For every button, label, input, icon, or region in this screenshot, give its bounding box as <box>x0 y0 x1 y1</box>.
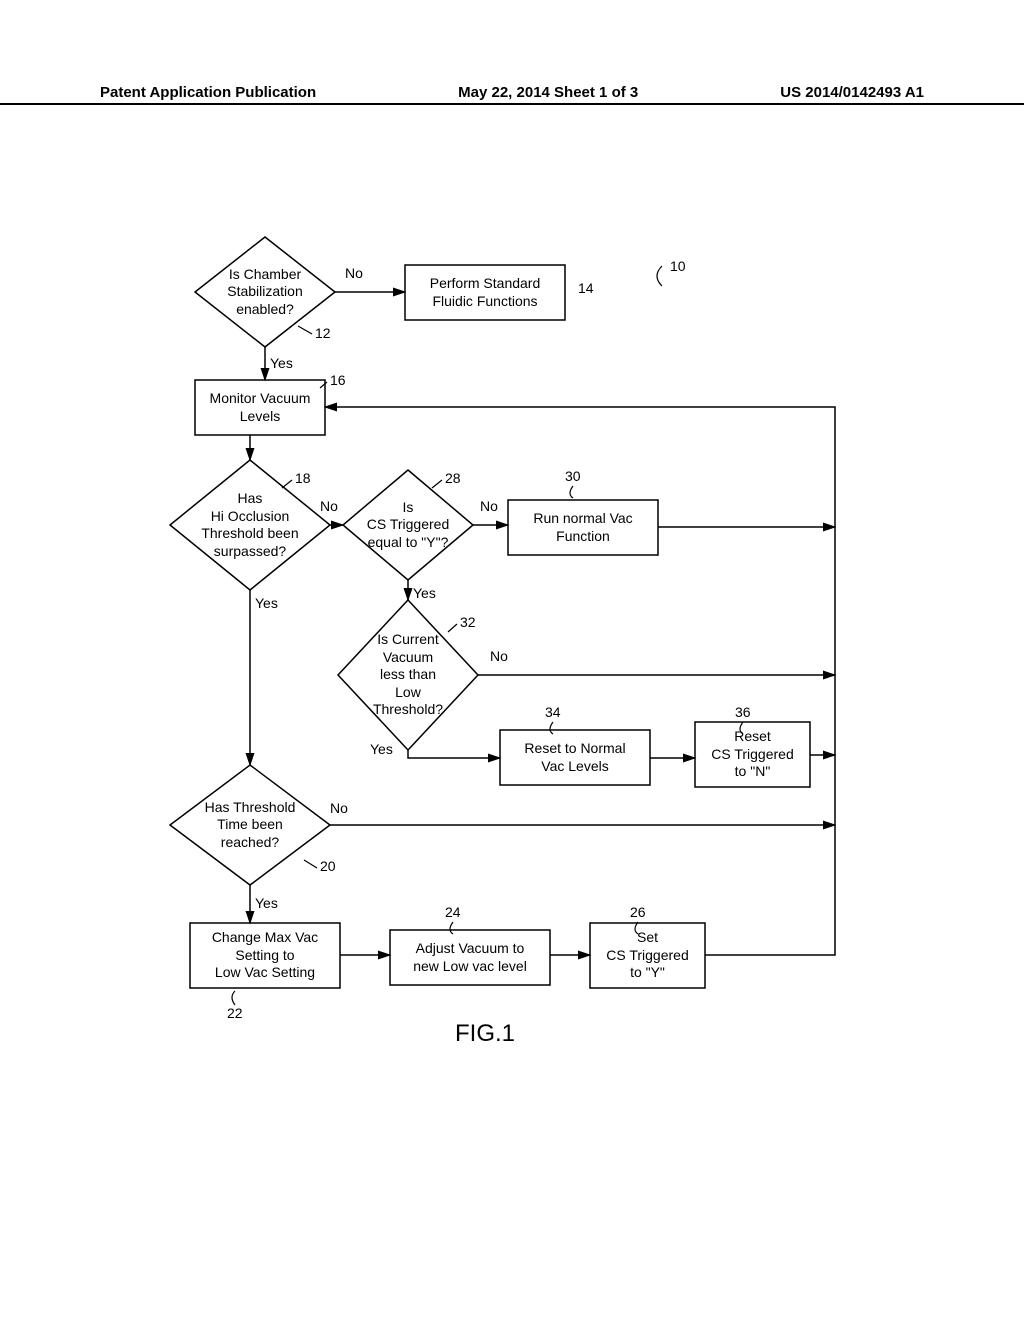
header-left: Patent Application Publication <box>100 84 316 101</box>
ref-30: 30 <box>565 468 581 484</box>
edge-label: Yes <box>370 741 393 757</box>
decision-32: Is Current Vacuum less than Low Threshol… <box>338 608 478 742</box>
edge-label: Yes <box>255 595 278 611</box>
header-center: May 22, 2014 Sheet 1 of 3 <box>458 84 638 101</box>
flowchart-svg <box>0 230 1024 1130</box>
ref-14: 14 <box>578 280 594 296</box>
ref-10: 10 <box>670 258 686 274</box>
edge-label: No <box>480 498 498 514</box>
ref-12: 12 <box>315 325 331 341</box>
process-24: Adjust Vacuum to new Low vac level <box>390 930 550 985</box>
process-34: Reset to Normal Vac Levels <box>500 730 650 785</box>
ref-18: 18 <box>295 470 311 486</box>
edge-label: Yes <box>270 355 293 371</box>
decision-12: Is Chamber Stabilization enabled? <box>195 245 335 339</box>
header-right: US 2014/0142493 A1 <box>780 84 924 101</box>
ref-32: 32 <box>460 614 476 630</box>
process-30: Run normal Vac Function <box>508 500 658 555</box>
page: Patent Application Publication May 22, 2… <box>0 0 1024 1320</box>
ref-26: 26 <box>630 904 646 920</box>
process-16: Monitor Vacuum Levels <box>195 380 325 435</box>
page-header: Patent Application Publication May 22, 2… <box>0 84 1024 105</box>
ref-16: 16 <box>330 372 346 388</box>
ref-28: 28 <box>445 470 461 486</box>
ref-36: 36 <box>735 704 751 720</box>
process-22: Change Max Vac Setting to Low Vac Settin… <box>190 923 340 988</box>
decision-28: Is CS Triggered equal to "Y"? <box>343 478 473 572</box>
ref-22: 22 <box>227 1005 243 1021</box>
edge-label: No <box>320 498 338 514</box>
process-14: Perform Standard Fluidic Functions <box>405 265 565 320</box>
edge-label: Yes <box>413 585 436 601</box>
process-36: Reset CS Triggered to "N" <box>695 722 810 787</box>
figure-label: FIG.1 <box>455 1020 515 1048</box>
edge-label: No <box>345 265 363 281</box>
ref-24: 24 <box>445 904 461 920</box>
edge-label: Yes <box>255 895 278 911</box>
ref-34: 34 <box>545 704 561 720</box>
flowchart-figure: Is Chamber Stabilization enabled? Perform… <box>0 230 1024 1130</box>
decision-20: Has Threshold Time been reached? <box>170 773 330 877</box>
process-26: Set CS Triggered to "Y" <box>590 923 705 988</box>
ref-20: 20 <box>320 858 336 874</box>
edge-label: No <box>490 648 508 664</box>
edge-label: No <box>330 800 348 816</box>
